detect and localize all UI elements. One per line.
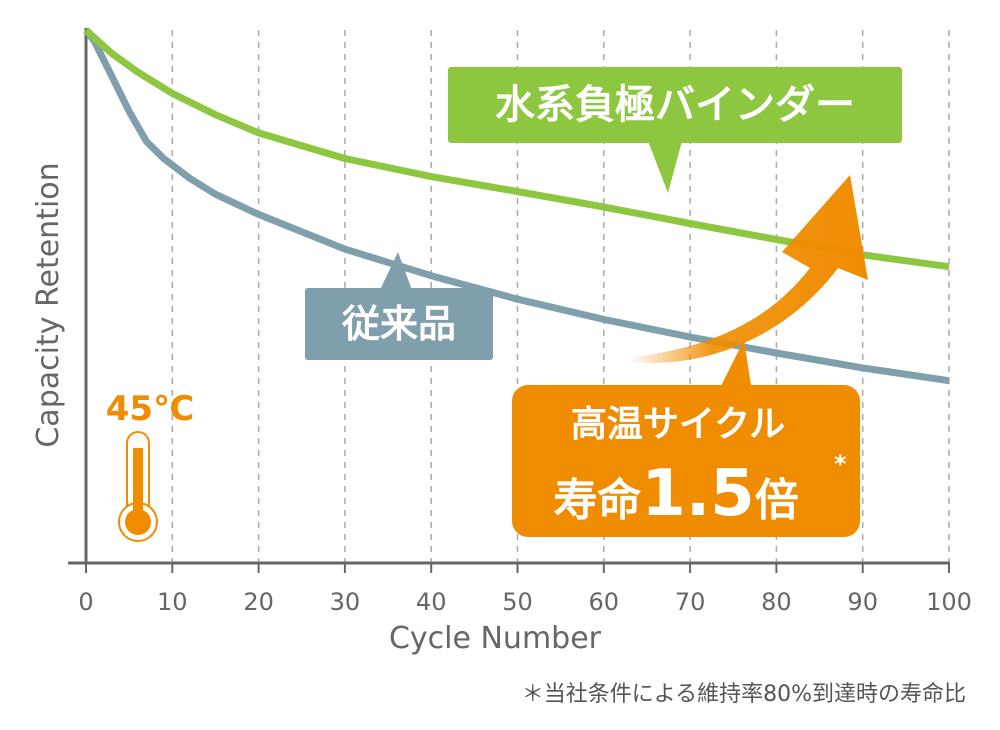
x-tick-label-60: 60 <box>589 588 620 616</box>
x-tick-label-40: 40 <box>416 588 447 616</box>
x-ticks: 0 10 20 30 40 50 60 70 80 90 100 <box>78 563 972 616</box>
axes <box>68 28 950 565</box>
y-axis-title: Capacity Retention <box>31 162 66 447</box>
x-tick-label-0: 0 <box>78 588 93 616</box>
highlight-line1: 高温サイクル <box>571 404 785 445</box>
x-tick-label-100: 100 <box>926 588 972 616</box>
x-tick-label-10: 10 <box>157 588 188 616</box>
highlight-prefix: 寿命 <box>553 475 641 526</box>
x-tick-label-90: 90 <box>847 588 878 616</box>
thermometer-icon <box>118 431 158 542</box>
x-tick-label-50: 50 <box>502 588 533 616</box>
highlight-asterisk: * <box>834 450 847 478</box>
highlight-suffix: 倍 <box>755 475 799 526</box>
binder-callout: 水系負極バインダー <box>448 67 902 193</box>
x-axis-title: Cycle Number <box>389 621 602 656</box>
x-tick-label-30: 30 <box>330 588 361 616</box>
temperature-label: 45℃ <box>106 389 195 429</box>
lifetime-highlight-box: 高温サイクル 寿命1.5倍 * <box>512 340 860 537</box>
temperature-indicator: 45℃ <box>106 389 195 542</box>
highlight-line2: 寿命1.5倍 <box>553 457 798 531</box>
conventional-callout-label: 従来品 <box>341 302 456 346</box>
x-tick-label-70: 70 <box>675 588 706 616</box>
conventional-callout: 従来品 <box>305 252 493 360</box>
series-line-binder <box>83 27 950 271</box>
binder-callout-label: 水系負極バインダー <box>495 82 855 128</box>
x-tick-label-80: 80 <box>761 588 792 616</box>
x-tick-label-20: 20 <box>243 588 274 616</box>
highlight-value: 1.5 <box>641 457 754 531</box>
improvement-arrow <box>628 175 868 364</box>
footnote: ＊当社条件による維持率80%到達時の寿命比 <box>521 682 966 707</box>
